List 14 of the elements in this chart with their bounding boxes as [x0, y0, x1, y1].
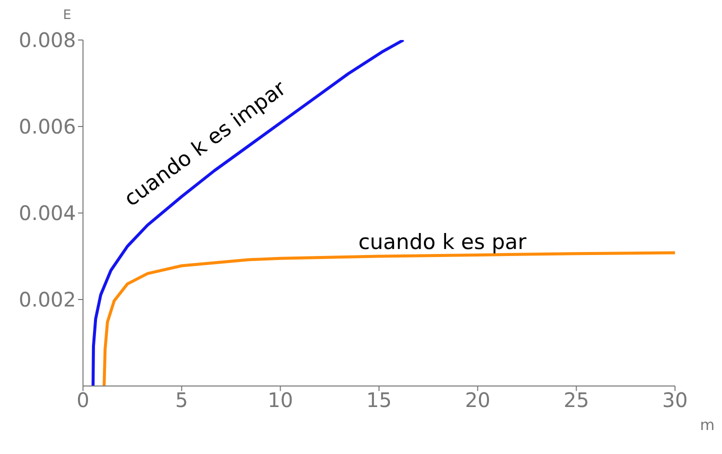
x-tick-label: 10: [268, 388, 294, 412]
x-axis-title: m: [700, 416, 715, 434]
y-tick-label: 0.004: [18, 201, 76, 226]
y-tick-label: 0.002: [18, 288, 76, 312]
series-label: cuando k es par: [358, 230, 526, 254]
y-tick-label: 0.006: [18, 114, 76, 139]
x-tick-label: 25: [564, 388, 590, 412]
x-tick-label: 20: [464, 388, 490, 412]
x-tick-label: 15: [366, 388, 392, 412]
x-tick-label: 0: [76, 388, 90, 412]
y-axis-title: E: [63, 8, 72, 23]
x-tick-label: 30: [662, 388, 688, 412]
x-tick-label: 5: [175, 388, 188, 412]
y-tick-label: 0.008: [18, 28, 76, 52]
